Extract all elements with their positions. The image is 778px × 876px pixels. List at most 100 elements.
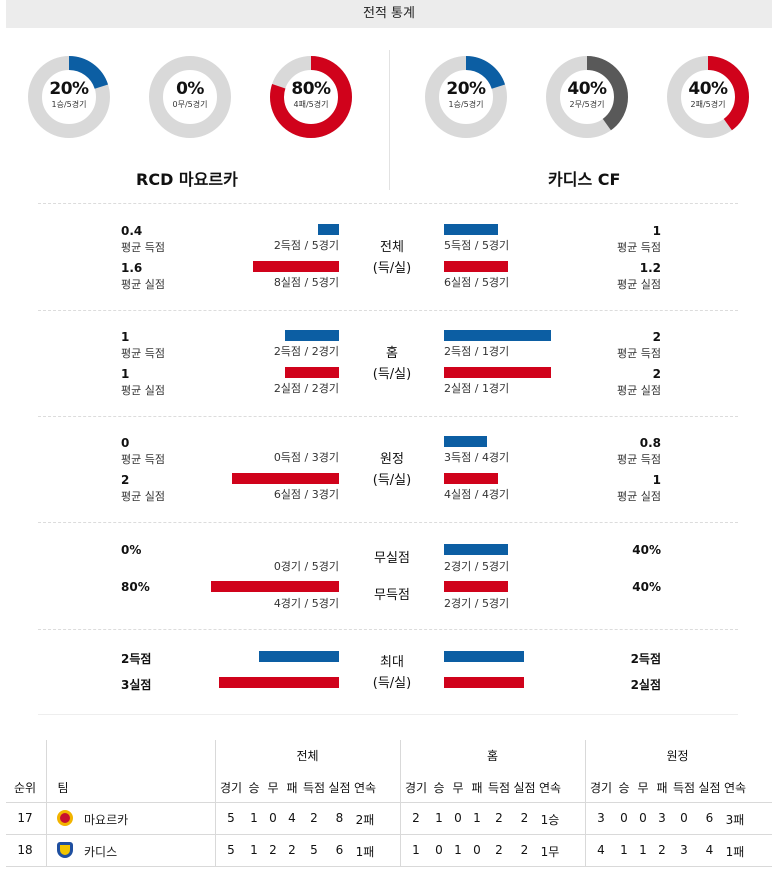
home-stat-label: 평균 득점 <box>121 241 165 254</box>
donut-percent: 80% <box>291 79 331 99</box>
table-cell: 1 <box>454 843 462 857</box>
conceded-bar <box>444 473 498 484</box>
category-overall: 전체 (득/실) <box>340 237 444 279</box>
away-stat-label: 평균 득점 <box>617 453 661 466</box>
divider <box>38 416 738 417</box>
table-subheader: 연속 <box>723 781 747 795</box>
table-cell: 2 <box>658 843 666 857</box>
table-subheader: 패 <box>286 781 298 795</box>
donut-percent: 40% <box>688 79 728 99</box>
home-loss-donut: 80% 4패/5경기 <box>269 55 353 139</box>
table-cell: 2 <box>495 843 503 857</box>
table-header-rank: 순위 <box>13 781 37 795</box>
conceded-bar <box>285 367 339 378</box>
table-cell: 2 <box>288 843 296 857</box>
table-cell: 2패 <box>355 813 375 827</box>
donut-ring <box>270 56 352 138</box>
donut-ring <box>149 56 231 138</box>
home-draw-donut: 0% 0무/5경기 <box>148 55 232 139</box>
table-cell: 0 <box>269 811 277 825</box>
donut-caption: 0무/5경기 <box>172 100 208 109</box>
table-cell: 1패 <box>355 845 375 859</box>
home-stat-value: 80% <box>121 580 150 594</box>
conceded-bar <box>219 677 339 688</box>
table-cell: 4 <box>705 843 714 857</box>
donut-caption: 2패/5경기 <box>690 100 726 109</box>
category-subtitle: (득/실) <box>372 367 412 382</box>
conceded-bar <box>232 473 339 484</box>
home-stat-value: 1.6 <box>121 261 143 275</box>
away-stat-label: 평균 실점 <box>617 278 661 291</box>
scored-bar <box>444 544 508 555</box>
table-cell: 0 <box>620 811 628 825</box>
donut-arc <box>270 56 352 138</box>
donut-arc <box>425 56 507 138</box>
table-subheader: 득점 <box>487 781 511 795</box>
home-stat-value: 1 <box>121 367 130 381</box>
table-cell: 0 <box>680 811 688 825</box>
category-title: 최대 <box>380 655 404 670</box>
table-cell: 3 <box>658 811 666 825</box>
away-stat-value: 1.2 <box>639 261 661 275</box>
donut-arc <box>546 56 628 138</box>
donut-caption: 2무/5경기 <box>569 100 605 109</box>
home-team-name: RCD 마요르카 <box>136 170 238 189</box>
table-cell: 2 <box>495 811 503 825</box>
scored-bar <box>444 436 487 447</box>
home-stat-value: 1 <box>121 330 130 344</box>
away-win-donut: 20% 1승/5경기 <box>424 55 508 139</box>
home-stat-value: 0% <box>121 543 142 557</box>
away-stat-value: 2 <box>652 367 661 381</box>
table-cell: 1 <box>473 811 481 825</box>
donut-ring <box>28 56 110 138</box>
divider <box>38 714 738 715</box>
table-cell: 1 <box>639 843 647 857</box>
away-stat-value: 40% <box>632 580 661 594</box>
table-line <box>585 740 586 866</box>
conceded-bar <box>444 261 508 272</box>
home-stat-count: 2실점 / 2경기 <box>273 382 339 395</box>
conceded-bar <box>444 581 508 592</box>
donut-caption: 1승/5경기 <box>51 100 87 109</box>
table-group-header: 홈 <box>486 749 499 763</box>
table-cell: 1 <box>250 843 258 857</box>
away-stat-value: 40% <box>632 543 661 557</box>
donut-percent: 20% <box>49 79 89 99</box>
donut-caption: 4패/5경기 <box>293 100 329 109</box>
away-team-name: 카디스 CF <box>548 170 621 189</box>
table-cell: 5 <box>310 843 318 857</box>
home-max-value: 3실점 <box>121 678 152 692</box>
table-cell: 0 <box>473 843 481 857</box>
table-cell: 2 <box>310 811 318 825</box>
category-title: 원정 <box>380 452 404 467</box>
away-stat-value: 1 <box>652 473 661 487</box>
donut-track <box>149 56 231 138</box>
table-cell: 3 <box>597 811 605 825</box>
scored-bar <box>444 224 498 235</box>
away-stat-count: 2득점 / 1경기 <box>444 345 510 358</box>
divider <box>38 310 738 311</box>
home-stat-count: 0경기 / 5경기 <box>273 560 339 573</box>
away-max-value: 2실점 <box>630 678 661 692</box>
table-cell: 1 <box>435 811 443 825</box>
home-stat-label: 평균 실점 <box>121 278 165 291</box>
table-cell: 6 <box>335 843 344 857</box>
table-subheader: 연속 <box>353 781 377 795</box>
away-stat-value: 1 <box>652 224 661 238</box>
table-cell: 4 <box>288 811 296 825</box>
page-title: 전적 통계 <box>6 0 772 28</box>
home-stat-label: 평균 득점 <box>121 347 165 360</box>
table-subheader: 승 <box>248 781 260 795</box>
cadiz-logo-icon <box>57 842 73 858</box>
donut-ring <box>667 56 749 138</box>
table-subheader: 실점 <box>513 781 536 795</box>
table-cell: 1 <box>250 811 258 825</box>
away-max-value: 2득점 <box>630 652 661 666</box>
table-cell: 4 <box>597 843 605 857</box>
scored-bar <box>444 330 551 341</box>
table-cell: 0 <box>639 811 647 825</box>
table-cell: 1무 <box>540 845 560 859</box>
away-stat-label: 평균 득점 <box>617 241 661 254</box>
table-group-header: 전체 <box>296 749 319 763</box>
away-stat-value: 0.8 <box>639 436 661 450</box>
